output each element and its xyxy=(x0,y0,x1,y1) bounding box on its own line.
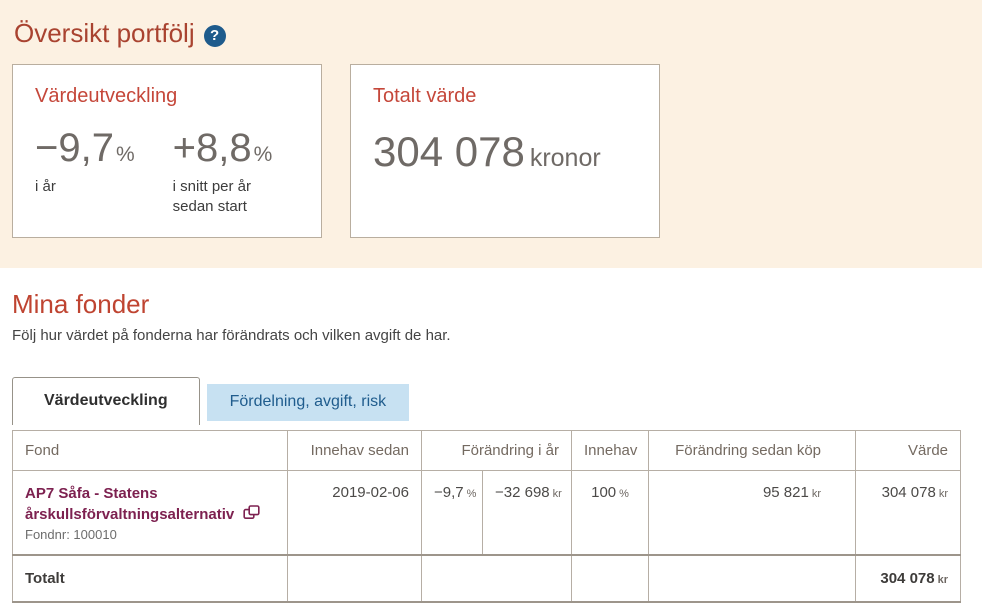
total-label: Totalt xyxy=(12,554,288,603)
open-new-window-icon xyxy=(243,505,261,520)
col-header-forandring-sedan-kop: Förändring sedan köp xyxy=(648,430,857,471)
total-empty-cell xyxy=(571,554,650,603)
fund-change-year-pct: −9,7% xyxy=(421,470,483,556)
fund-cell: AP7 Såfa - Statens årskullsförvaltningsa… xyxy=(12,470,288,556)
fund-number: Fondnr: 100010 xyxy=(25,527,117,542)
fund-change-since-buy: 95 821 kr xyxy=(648,470,857,556)
help-icon[interactable]: ? xyxy=(203,24,226,47)
stat-since-start-label: i snitt per år sedan start xyxy=(172,178,252,216)
stat-year-label: i år xyxy=(35,178,56,195)
fund-holding-pct: 100% xyxy=(571,470,650,556)
kr-unit: kr xyxy=(938,488,949,500)
pct-unit: % xyxy=(466,488,477,500)
page-title-text: Översikt portfölj xyxy=(14,18,195,48)
stat-since-start: +8,8% i snitt per år sedan start xyxy=(173,128,288,218)
stat-since-start-unit: % xyxy=(253,143,273,166)
card-value-development-title: Värdeutveckling xyxy=(35,85,178,107)
total-value: 304 078 xyxy=(373,128,525,175)
stat-year: −9,7% i år xyxy=(35,128,135,218)
card-value-development: Värdeutveckling −9,7% i år +8,8% i snitt… xyxy=(12,64,322,238)
tab-fordelning-avgift-risk[interactable]: Fördelning, avgift, risk xyxy=(206,384,410,421)
stat-since-start-value: +8,8 xyxy=(172,126,252,170)
stat-year-unit: % xyxy=(115,143,135,166)
page-title: Översikt portfölj ? xyxy=(14,18,970,49)
pct-unit: % xyxy=(619,488,629,500)
funds-description: Följ hur värdet på fonderna har förändra… xyxy=(12,327,451,344)
funds-table-header-row: Fond Innehav sedan Förändring i år Inneh… xyxy=(12,430,962,471)
fund-value: 304 078 kr xyxy=(855,470,962,556)
total-empty-cell xyxy=(287,554,422,603)
col-header-forandring-i-ar: Förändring i år xyxy=(420,430,573,471)
funds-tabs: Värdeutveckling Fördelning, avgift, risk xyxy=(12,377,970,425)
portfolio-overview-section: Översikt portfölj ? Värdeutveckling −9,7… xyxy=(0,0,982,268)
funds-table: Fond Innehav sedan Förändring i år Inneh… xyxy=(12,430,962,604)
col-header-fond: Fond xyxy=(12,430,288,471)
fund-link[interactable]: AP7 Såfa - Statens årskullsförvaltningsa… xyxy=(25,485,261,523)
kr-unit: kr xyxy=(552,488,562,500)
kr-unit: kr xyxy=(811,488,822,500)
total-value-cell: 304 078 kr xyxy=(855,554,962,603)
total-empty-cell xyxy=(420,554,573,603)
tab-vardeutveckling[interactable]: Värdeutveckling xyxy=(12,377,200,425)
total-row: Totalt 304 078 kr xyxy=(12,554,962,603)
summary-cards: Värdeutveckling −9,7% i år +8,8% i snitt… xyxy=(12,64,970,238)
kr-unit: kr xyxy=(937,574,949,587)
col-header-varde: Värde xyxy=(855,430,962,471)
col-header-innehav: Innehav xyxy=(571,430,650,471)
fund-name: AP7 Såfa - Statens årskullsförvaltningsa… xyxy=(25,485,235,523)
col-header-innehav-sedan: Innehav sedan xyxy=(287,430,422,471)
fund-held-since: 2019-02-06 xyxy=(287,470,422,556)
my-funds-section: Mina fonder Följ hur värdet på fonderna … xyxy=(0,289,982,604)
total-value-unit: kronor xyxy=(529,144,601,172)
fund-change-year-kr: −32 698 kr xyxy=(481,470,573,556)
total-empty-cell xyxy=(648,554,857,603)
fund-row: AP7 Såfa - Statens årskullsförvaltningsa… xyxy=(12,470,962,556)
funds-title: Mina fonder xyxy=(12,289,150,319)
card-total-value: Totalt värde 304 078 kronor xyxy=(350,64,660,238)
stat-year-value: −9,7 xyxy=(35,126,114,170)
card-total-value-title: Totalt värde xyxy=(373,85,477,107)
